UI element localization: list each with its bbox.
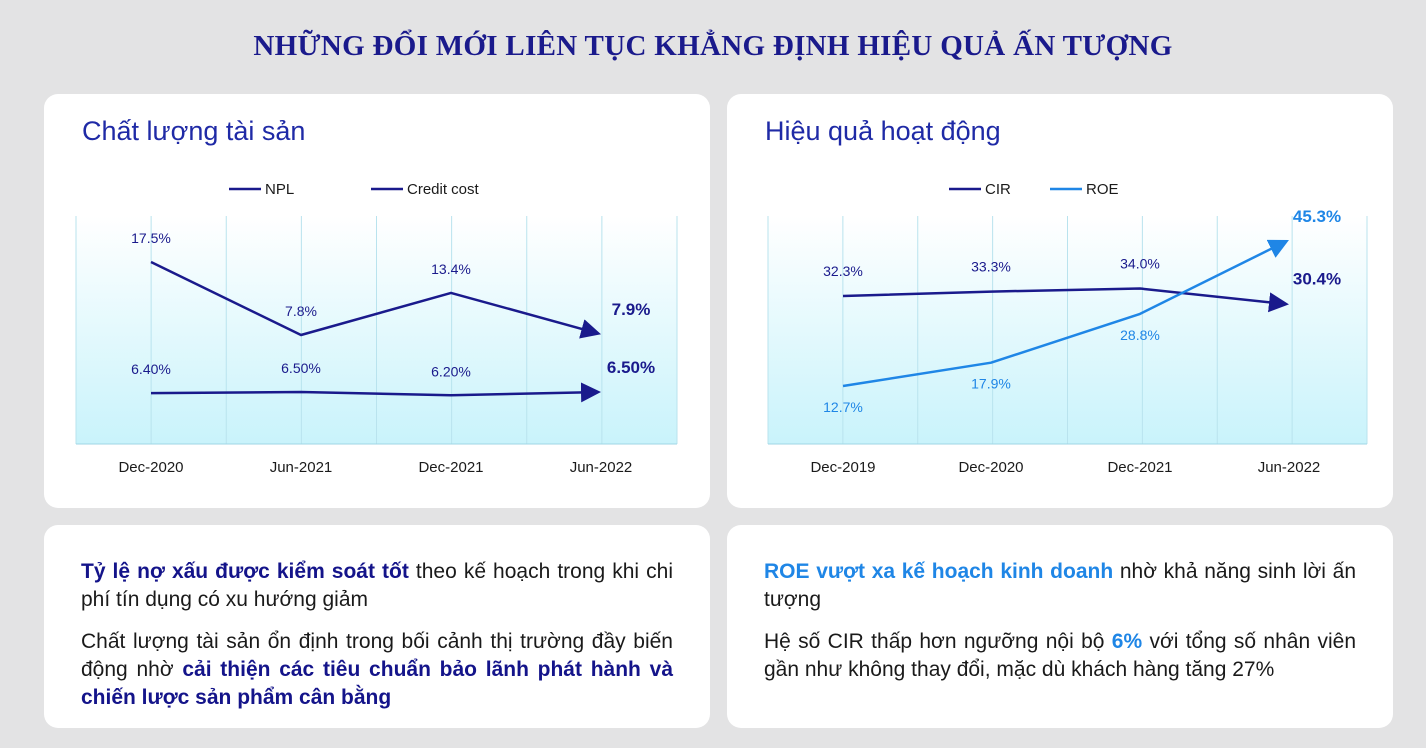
data-label: 6.50% <box>607 358 655 377</box>
legend-label: NPL <box>265 181 294 198</box>
asset-text-paragraph-1: Tỷ lệ nợ xấu được kiểm soát tốt theo kế … <box>81 558 673 614</box>
x-tick-label: Jun-2021 <box>270 459 333 476</box>
data-label: 7.9% <box>612 300 651 319</box>
performance-title: Hiệu quả hoạt động <box>765 116 1001 146</box>
data-label: 12.7% <box>823 399 863 415</box>
asset-text-paragraph-2: Chất lượng tài sản ổn định trong bối cản… <box>81 628 673 712</box>
asset-quality-commentary: Tỷ lệ nợ xấu được kiểm soát tốt theo kế … <box>44 525 710 728</box>
x-tick-label: Dec-2021 <box>418 459 483 476</box>
x-tick-label: Dec-2020 <box>118 459 183 476</box>
asset-text-rest-1: theo kế hoạch trong khi chi phí tín dụng… <box>81 560 673 611</box>
data-label: 6.40% <box>131 361 171 377</box>
asset-quality-card: Chất lượng tài sản NPL Credit cost Dec-202… <box>44 94 710 508</box>
data-label: 30.4% <box>1293 269 1341 288</box>
perf-text-highlight-1: ROE vượt xa kế hoạch kinh doanh <box>764 560 1114 583</box>
data-label: 34.0% <box>1120 256 1160 272</box>
series-line-roe <box>842 239 1289 388</box>
performance-commentary: ROE vượt xa kế hoạch kinh doanh nhờ khả … <box>727 525 1393 728</box>
asset-text-highlight-1: Tỷ lệ nợ xấu được kiểm soát tốt <box>81 560 409 583</box>
perf-text-paragraph-1: ROE vượt xa kế hoạch kinh doanh nhờ khả … <box>764 558 1356 614</box>
x-tick-label: Dec-2019 <box>810 459 875 476</box>
data-label: 33.3% <box>971 259 1011 275</box>
data-label: 17.9% <box>971 376 1011 392</box>
series-line-cir <box>842 287 1289 313</box>
performance-chart: CIR ROE Dec-2019 Dec-2020 Dec-2021 Jun-2022 32… <box>767 181 1368 476</box>
x-tick-label: Jun-2022 <box>1258 459 1321 476</box>
legend-label: ROE <box>1086 181 1119 198</box>
asset-text-highlight-2: cải thiện các tiêu chuẩn bảo lãnh phát h… <box>81 658 673 709</box>
asset-quality-chart: NPL Credit cost Dec-2020 Jun-2021 Dec-2021 Ju… <box>75 181 678 476</box>
data-label: 17.5% <box>131 230 171 246</box>
data-label: 28.8% <box>1120 327 1160 343</box>
series-line-credit-cost <box>150 382 601 403</box>
data-label: 13.4% <box>431 261 471 277</box>
data-label: 6.20% <box>431 363 471 379</box>
series-line-npl <box>150 260 602 339</box>
page-title: NHỮNG ĐỔI MỚI LIÊN TỤC KHẲNG ĐỊNH HIỆU Q… <box>253 30 1173 62</box>
data-label: 7.8% <box>285 303 317 319</box>
perf-text-end-2: với tổng số nhân viên gần như không thay… <box>764 630 1357 681</box>
legend-label: Credit cost <box>407 181 480 198</box>
asset-text-start-2: Chất lượng tài sản ổn định trong bối cản… <box>81 630 673 681</box>
data-label: 45.3% <box>1293 207 1341 226</box>
performance-card: Hiệu quả hoạt động CIR ROE Dec-2019 Dec-202… <box>727 94 1393 508</box>
perf-text-rest-1: nhờ khả năng sinh lời ấn tượng <box>764 560 1356 611</box>
data-label: 32.3% <box>823 263 863 279</box>
x-tick-label: Jun-2022 <box>570 459 633 476</box>
perf-text-start-2: Hệ số CIR thấp hơn ngưỡng nội bộ <box>764 630 1112 653</box>
data-label: 6.50% <box>281 360 321 376</box>
legend-label: CIR <box>985 181 1011 198</box>
perf-text-paragraph-2: Hệ số CIR thấp hơn ngưỡng nội bộ 6% với … <box>764 628 1356 684</box>
x-tick-label: Dec-2021 <box>1107 459 1172 476</box>
x-tick-label: Dec-2020 <box>958 459 1023 476</box>
perf-text-highlight-2: 6% <box>1111 630 1143 653</box>
asset-quality-title: Chất lượng tài sản <box>82 116 306 146</box>
